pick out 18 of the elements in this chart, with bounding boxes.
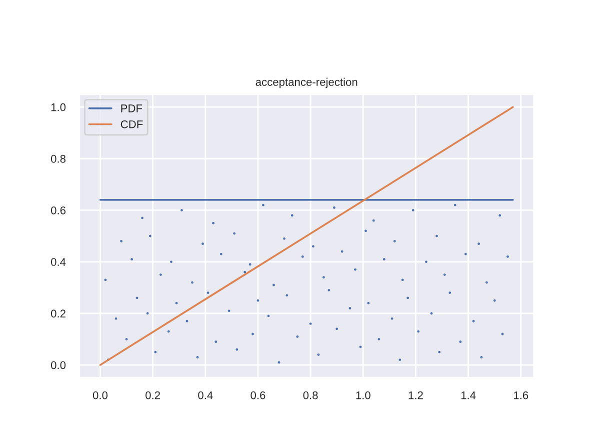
y-tick-label: 1.0 [51, 103, 66, 112]
x-tick-label: 0.4 [198, 391, 213, 400]
legend-label: CDF [120, 120, 143, 128]
x-tick-label: 1.4 [461, 391, 476, 400]
x-tick-label: 0.6 [250, 391, 266, 400]
x-tick-label: 0.2 [146, 391, 160, 400]
x-tick-label: 0.0 [92, 391, 108, 400]
legend-label: PDF [121, 104, 142, 112]
y-tick-label: 0.0 [50, 361, 66, 370]
chart-title: acceptance-rejection [256, 78, 358, 88]
x-tick-label: 1.6 [514, 391, 528, 400]
x-tick-label: 1.0 [356, 391, 370, 400]
y-tick-label: 0.2 [50, 310, 66, 318]
y-tick-label: 0.8 [50, 154, 66, 163]
x-tick-label: 0.8 [303, 391, 318, 400]
y-tick-label: 0.6 [50, 206, 66, 214]
x-tick-label: 1.2 [408, 391, 423, 400]
y-tick-label: 0.4 [50, 258, 66, 266]
